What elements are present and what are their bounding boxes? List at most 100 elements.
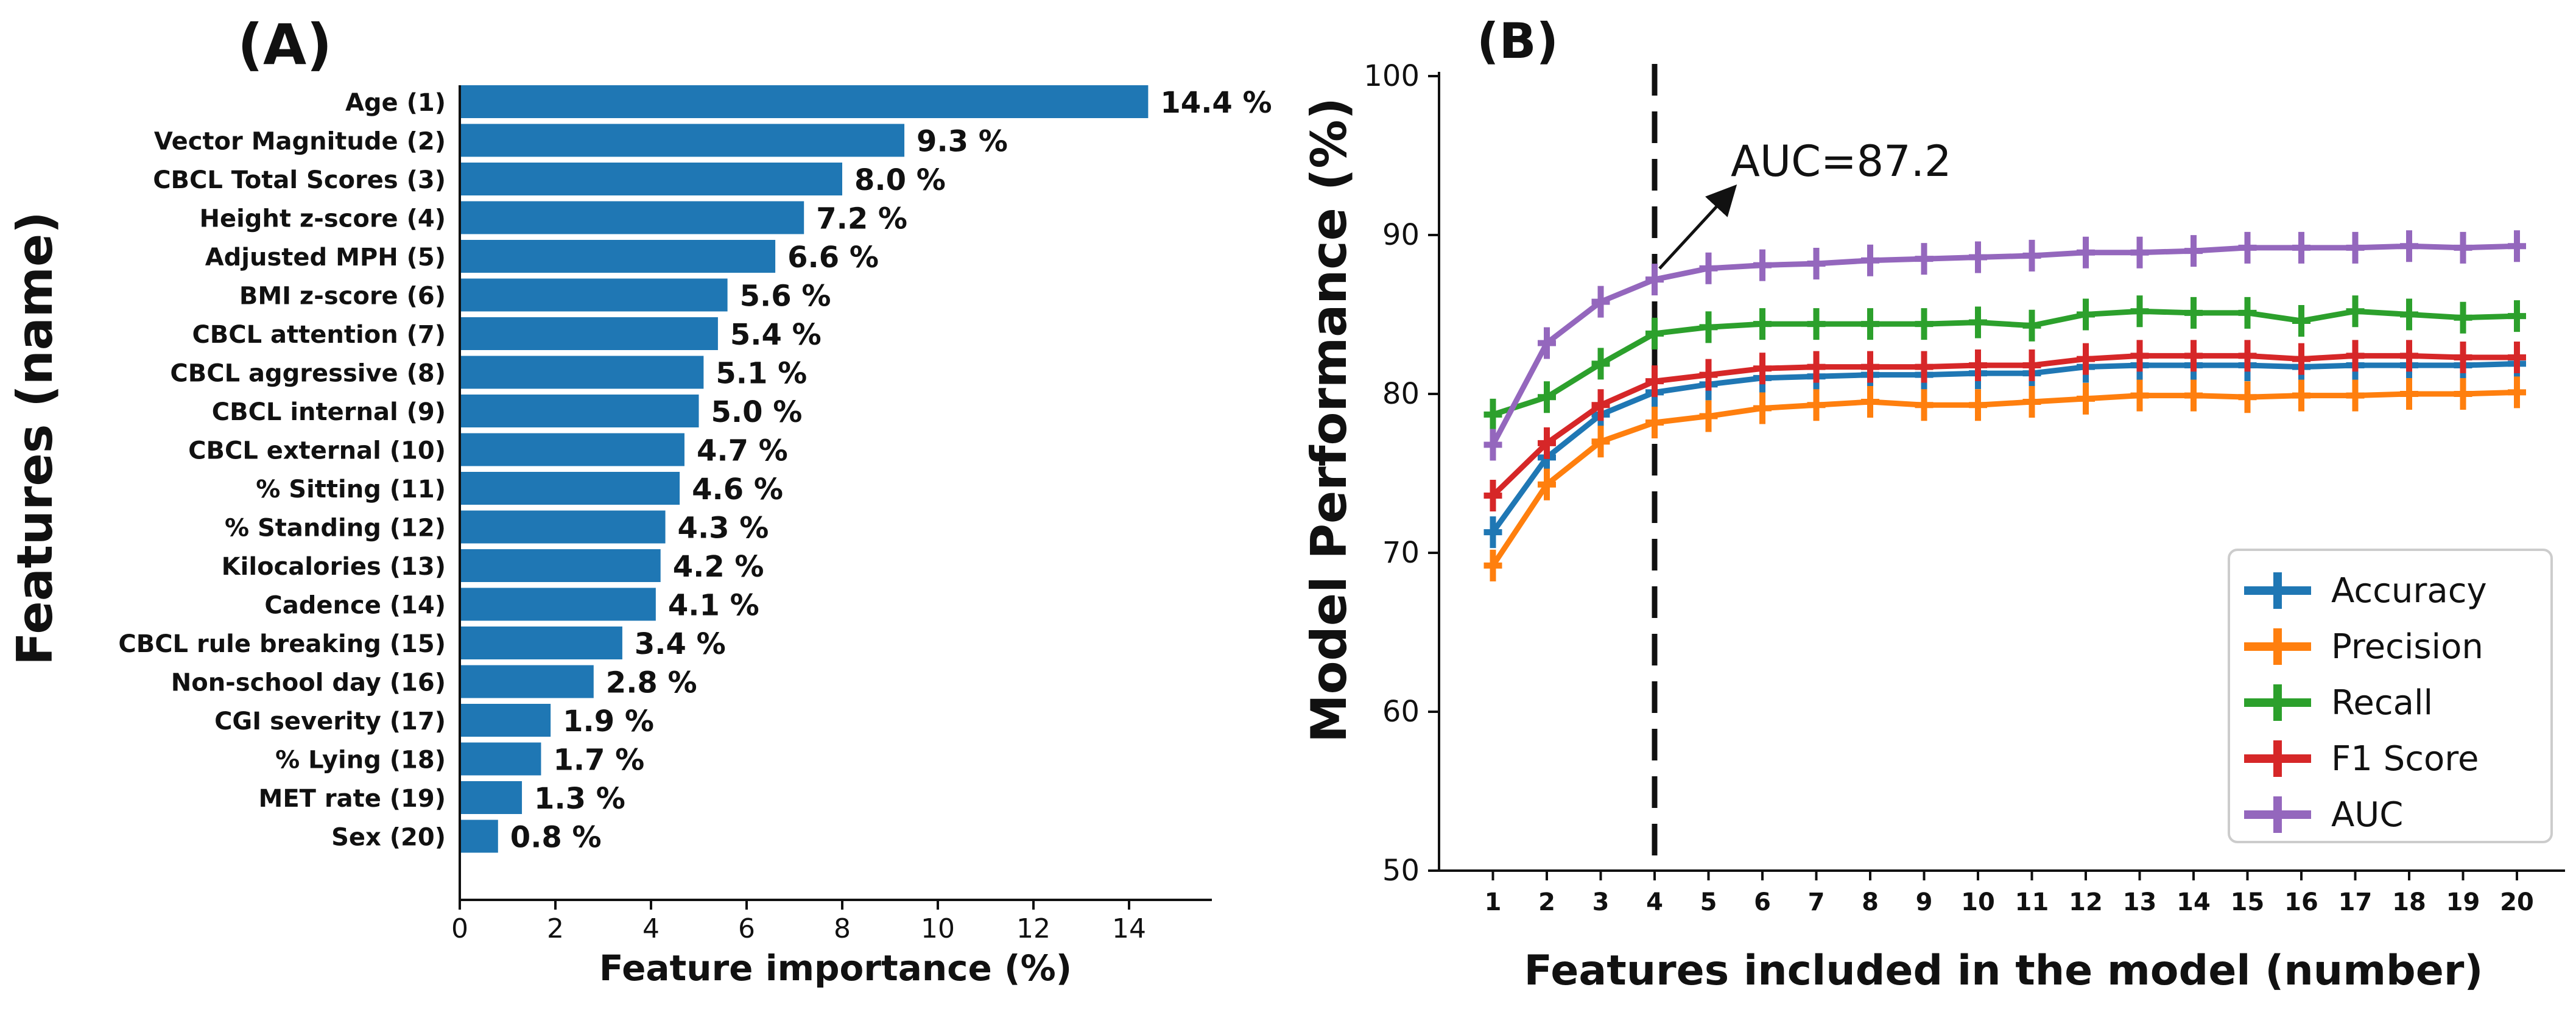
- x-tick-label: 4: [642, 913, 660, 944]
- bar: [460, 240, 776, 273]
- value-label: 4.1 %: [668, 589, 759, 623]
- x-tick-label: 15: [2231, 888, 2265, 916]
- bar: [460, 472, 680, 505]
- bar: [460, 742, 541, 776]
- series-line: [1490, 389, 2518, 567]
- x-tick-label: 2: [547, 913, 564, 944]
- value-label: 0.8 %: [510, 821, 602, 855]
- x-tick-label: 6: [738, 913, 755, 944]
- x-tick-label: 12: [2069, 888, 2103, 916]
- bar: [460, 163, 842, 195]
- bar: [460, 433, 684, 466]
- value-label: 14.4 %: [1160, 86, 1272, 120]
- category-label: Sex (20): [331, 824, 446, 852]
- category-label: MET rate (19): [259, 785, 446, 813]
- panel-b-label: (B): [1477, 13, 1558, 69]
- bar: [460, 627, 622, 659]
- series-precision: [1483, 376, 2526, 581]
- value-label: 3.4 %: [635, 627, 726, 661]
- category-label: Age (1): [345, 89, 446, 117]
- x-tick-label: 10: [1961, 888, 1995, 916]
- x-tick-label: 12: [1016, 913, 1050, 944]
- category-label: CGI severity (17): [214, 707, 446, 735]
- x-axis-ticks: 1 2 3 4 5 6 7 8 9 10 11 12 13 14 15 16 17 18 19 20: [1485, 871, 2534, 916]
- x-tick-label: 14: [2177, 888, 2211, 916]
- value-label: 4.7 %: [697, 434, 788, 468]
- category-label: CBCL external (10): [188, 437, 446, 465]
- category-label: Vector Magnitude (2): [154, 128, 446, 156]
- bar: [460, 201, 804, 234]
- x-tick-label: 20: [2500, 888, 2534, 916]
- value-label: 4.6 %: [692, 472, 783, 507]
- y-axis-label: Features (name): [7, 211, 63, 665]
- y-tick-label: 90: [1382, 218, 1420, 252]
- value-label: 2.8 %: [606, 666, 697, 700]
- category-label: Kilocalories (13): [222, 553, 446, 581]
- x-tick-label: 2: [1538, 888, 1555, 916]
- legend-label: AUC: [2331, 795, 2403, 835]
- value-label: 1.3 %: [534, 782, 625, 816]
- category-label: CBCL attention (7): [192, 321, 446, 349]
- series-line: [1490, 360, 2518, 534]
- legend-label: Accuracy: [2331, 571, 2487, 611]
- bar: [460, 278, 728, 312]
- series-accuracy: [1483, 348, 2526, 549]
- bar: [460, 124, 905, 157]
- category-labels: Age (1) Vector Magnitude (2) CBCL Total Sc…: [118, 89, 446, 852]
- category-label: Adjusted MPH (5): [205, 244, 446, 272]
- x-tick-label: 16: [2284, 888, 2318, 916]
- bar: [460, 317, 718, 350]
- category-label: Non-school day (16): [171, 669, 446, 697]
- y-tick-label: 80: [1382, 377, 1420, 411]
- category-label: Height z-score (4): [199, 205, 446, 233]
- bar-group: [460, 85, 1149, 853]
- category-label: % Lying (18): [275, 746, 446, 774]
- value-label: 5.4 %: [730, 318, 822, 352]
- y-tick-label: 50: [1382, 854, 1420, 888]
- series-auc: [1483, 230, 2526, 461]
- x-tick-label: 8: [834, 913, 851, 944]
- bar: [460, 781, 523, 814]
- bar: [460, 549, 661, 582]
- bar: [460, 665, 594, 698]
- series-recall: [1483, 295, 2526, 430]
- x-tick-label: 14: [1112, 913, 1146, 944]
- value-label: 4.3 %: [678, 511, 769, 546]
- x-tick-label: 5: [1700, 888, 1717, 916]
- legend-label: Precision: [2331, 627, 2483, 667]
- value-label: 5.6 %: [740, 279, 831, 314]
- value-label: 4.2 %: [673, 550, 764, 584]
- legend-label: Recall: [2331, 683, 2433, 723]
- x-tick-label: 9: [1916, 888, 1933, 916]
- x-tick-label: 17: [2338, 888, 2373, 916]
- value-label: 8.0 %: [854, 163, 946, 197]
- x-tick-label: 7: [1808, 888, 1825, 916]
- category-label: Cadence (14): [264, 592, 446, 620]
- x-axis-ticks: 0 2 4 6 8 10 12 14: [451, 900, 1146, 944]
- value-label: 5.1 %: [716, 357, 807, 391]
- bar: [460, 820, 498, 853]
- category-label: CBCL rule breaking (15): [118, 630, 446, 658]
- annotation-label: AUC=87.2: [1731, 136, 1952, 186]
- x-tick-label: 10: [921, 913, 955, 944]
- bar: [460, 395, 699, 427]
- series-line: [1490, 243, 2518, 446]
- category-label: CBCL Total Scores (3): [153, 166, 446, 194]
- value-label: 6.6 %: [787, 240, 879, 275]
- legend-label: F1 Score: [2331, 739, 2479, 779]
- y-tick-label: 100: [1364, 59, 1420, 93]
- value-label: 5.0 %: [711, 395, 803, 429]
- x-tick-label: 6: [1754, 888, 1771, 916]
- bar: [460, 588, 656, 621]
- category-label: % Standing (12): [225, 514, 446, 542]
- x-tick-label: 18: [2392, 888, 2426, 916]
- category-label: BMI z-score (6): [239, 283, 446, 311]
- x-axis-label: Features included in the model (number): [1524, 947, 2483, 995]
- x-axis-label: Feature importance (%): [599, 947, 1072, 989]
- bar: [460, 85, 1149, 118]
- category-label: % Sitting (11): [256, 476, 446, 504]
- bar: [460, 704, 551, 737]
- legend-entries: Accuracy Precision Recall F1 Score AUC: [2244, 571, 2487, 835]
